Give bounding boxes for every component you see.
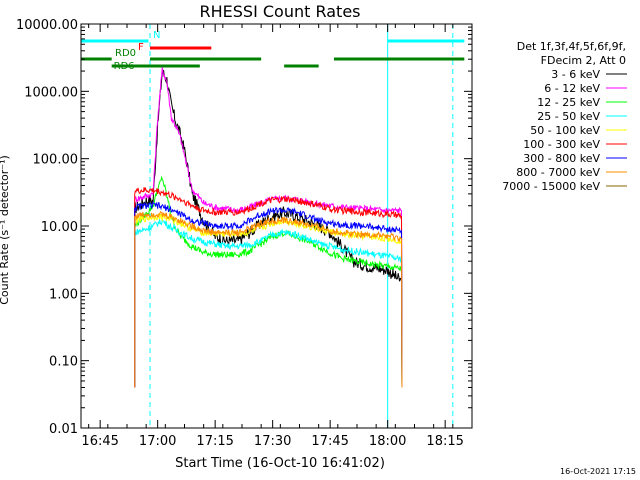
- series-line-4: [134, 218, 403, 388]
- plot-frame: [80, 23, 473, 429]
- series-line-7: [134, 201, 403, 388]
- legend-label-4: 25 - 50 keV: [537, 110, 600, 123]
- state-bar-label-rd6: RD6: [114, 61, 135, 72]
- y-tick-label-5: 100.00: [33, 153, 79, 168]
- legend-label-7: 300 - 800 keV: [523, 152, 600, 165]
- series-line-6: [134, 186, 403, 388]
- legend-label-5: 50 - 100 keV: [530, 124, 600, 137]
- y-axis-label: Count Rate (s⁻¹ detector⁻¹): [0, 155, 11, 305]
- x-axis-label: Start Time (16-Oct-10 16:41:02): [175, 456, 385, 471]
- chart-timestamp: 16-Oct-2021 17:15: [560, 467, 636, 476]
- x-tick-label-5: 17:45: [311, 434, 348, 449]
- chart-title: RHESSI Count Rates: [200, 2, 361, 21]
- series-lines: [134, 67, 403, 388]
- state-bar-label-rd0: RD0: [115, 48, 136, 59]
- y-tick-label-4: 10.00: [41, 220, 78, 235]
- series-line-8: [134, 210, 403, 388]
- legend-label-8: 800 - 7000 keV: [516, 166, 600, 179]
- x-tick-label-7: 18:15: [426, 434, 463, 449]
- legend-label-9: 7000 - 15000 keV: [502, 180, 600, 193]
- x-tick-label-2: 17:00: [139, 434, 176, 449]
- legend-header-line-2: FDecim 2, Att 0: [541, 54, 626, 67]
- legend-header-line-1: Det 1f,3f,4f,5f,6f,9f,: [517, 40, 626, 53]
- y-tick-label-3: 1.00: [49, 287, 78, 302]
- series-line-5: [134, 212, 403, 388]
- y-tick-label-6: 1000.00: [24, 85, 78, 100]
- legend-label-2: 6 - 12 keV: [544, 82, 600, 95]
- x-tick-label-4: 17:30: [254, 434, 291, 449]
- y-tick-label-1: 0.01: [49, 422, 78, 437]
- legend-label-3: 12 - 25 keV: [537, 96, 600, 109]
- x-tick-label-3: 17:15: [196, 434, 233, 449]
- axes: 0.01 0.10 1.00 10.00 100.00 1000.00 10000.00 16…: [16, 18, 473, 449]
- legend-label-1: 3 - 6 keV: [551, 68, 600, 81]
- y-tick-label-2: 0.10: [49, 355, 78, 370]
- x-tick-label-6: 18:00: [369, 434, 406, 449]
- legend-label-6: 100 - 300 keV: [523, 138, 600, 151]
- x-tick-label-1: 16:45: [81, 434, 118, 449]
- state-bar-label-f: F: [138, 42, 144, 53]
- state-bar-label-n: N: [153, 30, 160, 41]
- y-tick-label-7: 10000.00: [16, 18, 78, 33]
